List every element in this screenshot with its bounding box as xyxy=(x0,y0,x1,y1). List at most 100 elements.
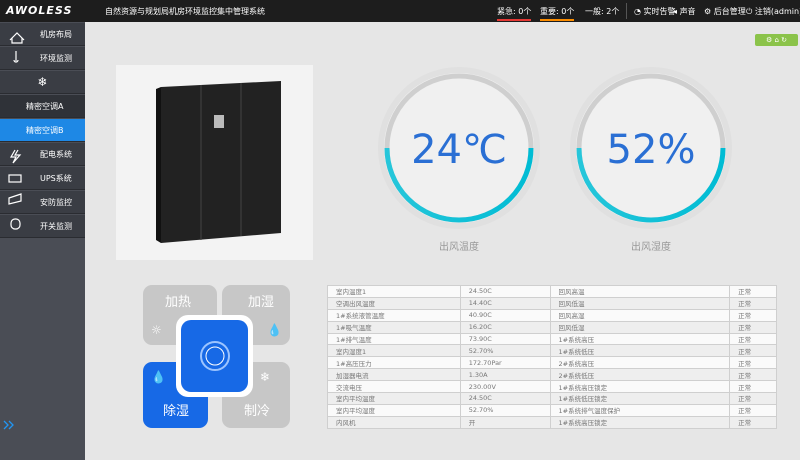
center-frame xyxy=(176,315,253,397)
alert-urgent[interactable]: 紧急: 0个 xyxy=(497,6,532,21)
nav-icons xyxy=(8,32,25,230)
table-row: 空调出风温度 14.40C 回风低温 正常 xyxy=(327,296,777,310)
toolbar-buttons[interactable]: ⚙ ⌂ ↻ xyxy=(755,34,798,46)
admin-button[interactable]: ⚙ 后台管理 xyxy=(704,7,746,16)
gauge: 24℃ 出风温度 xyxy=(378,67,540,253)
cabinet-drawing xyxy=(156,81,281,243)
table-cell: 内风机 xyxy=(327,415,461,429)
table-cell: 230.00V xyxy=(459,380,551,394)
logo: AWOLESS xyxy=(6,4,73,17)
separator xyxy=(626,3,627,19)
table-cell: 回风低温 xyxy=(549,296,731,310)
realtime-alarm-button[interactable]: ◔ 实时告警 xyxy=(634,7,676,16)
alert-count: 0个 xyxy=(561,7,575,16)
sound-button[interactable]: ◂ 声音 xyxy=(673,7,696,16)
table-cell: 16.20C xyxy=(459,320,551,334)
table-cell: 正常 xyxy=(729,332,777,346)
table-cell: 1.30A xyxy=(459,368,551,382)
table-cell: 52.70% xyxy=(459,344,551,358)
table-cell: 正常 xyxy=(729,356,777,370)
table-cell: 1#系统液管温度 xyxy=(327,308,461,322)
gauges: 24℃ 出风温度 52% 出风湿度 xyxy=(378,67,732,253)
table-cell: 1#系统高压 xyxy=(549,332,731,346)
hvac-icon: ❄ xyxy=(0,71,85,94)
nav-item[interactable]: UPS系统 xyxy=(0,167,85,190)
status-table: 室内温度1 24.50C 回风高温 正常 空调出风温度 14.40C 回风低温 正常 1#系统液… xyxy=(327,285,777,429)
table-cell: 73.90C xyxy=(459,332,551,346)
table-cell: 52.70% xyxy=(459,403,551,417)
table-row: 室内平均温度 24.50C 1#系统低压锁定 正常 xyxy=(327,392,777,405)
button-label: 后台管理 xyxy=(713,7,746,16)
alert-normal[interactable]: 一般: 2个 xyxy=(585,6,619,17)
table-cell: 正常 xyxy=(729,380,777,394)
button-label: 加热 xyxy=(165,295,192,310)
table-cell: 1#系统低压锁定 xyxy=(549,392,731,405)
power-button[interactable] xyxy=(181,320,248,392)
gauge-label: 出风温度 xyxy=(439,240,479,253)
table-cell: 加湿器电流 xyxy=(327,368,461,382)
table-row: 1#高压压力 172.70Par 2#系统高压 正常 xyxy=(327,356,777,370)
table-cell: 回风高湿 xyxy=(549,308,731,322)
button-label: 实时告警 xyxy=(643,7,676,16)
gauge-value: 24℃ xyxy=(411,127,507,173)
button-label: 制冷 xyxy=(244,404,271,419)
table-cell: 正常 xyxy=(729,308,777,322)
table-cell: 172.70Par xyxy=(459,356,551,370)
table-cell: 1#排气温度 xyxy=(327,332,461,346)
table-cell: 室内平均温度 xyxy=(327,392,461,405)
table-cell: 正常 xyxy=(729,392,777,405)
table-cell: 正常 xyxy=(729,344,777,358)
logout-button[interactable]: ⏻ 注销(admin) xyxy=(746,6,800,17)
control-pad: 加热 ☼ 加湿 💧 除湿 💧 制冷 ❄ xyxy=(140,282,295,432)
expand-sidebar[interactable] xyxy=(3,420,15,430)
table-cell: 1#系统高压锁定 xyxy=(549,380,731,394)
button-label: 注销(admin) xyxy=(754,7,800,16)
table-cell: 回风高温 xyxy=(549,285,731,298)
table-row: 交流电压 230.00V 1#系统高压锁定 正常 xyxy=(327,380,777,394)
nav-item[interactable]: 开关监测 xyxy=(0,215,85,238)
nav-item[interactable]: 机房布局 xyxy=(0,23,85,46)
sidebar: 机房布局 环境监测 ❄ 精密空调A 精密空调B 配电系统 UPS系统 安防监控 … xyxy=(0,22,85,460)
table-cell: 1#系统排气温度保护 xyxy=(549,403,731,417)
alert-count: 0个 xyxy=(518,7,532,16)
table-cell: 2#系统高压 xyxy=(549,356,731,370)
device-image xyxy=(116,65,313,260)
alert-label: 紧急: xyxy=(497,7,516,16)
table-cell: 24.50C xyxy=(459,285,551,298)
table-cell: 1#系统高压锁定 xyxy=(549,415,731,429)
power-icon xyxy=(200,341,230,371)
table-cell: 正常 xyxy=(729,368,777,382)
alert-label: 一般: xyxy=(585,7,604,16)
nav-item[interactable]: 环境监测 xyxy=(0,47,85,70)
button-label: 声音 xyxy=(679,7,696,16)
nav-subitem-active[interactable]: 精密空调B xyxy=(0,119,85,142)
gauge-label: 出风湿度 xyxy=(631,240,671,253)
table-cell: 室内平均湿度 xyxy=(327,403,461,417)
table-cell: 1#系统低压 xyxy=(549,344,731,358)
nav-item[interactable]: 配电系统 xyxy=(0,143,85,166)
nav-subitem[interactable]: 精密空调A xyxy=(0,95,85,118)
table-cell: 14.40C xyxy=(459,296,551,310)
button-label: 加湿 xyxy=(248,295,275,310)
table-cell: 1#吸气温度 xyxy=(327,320,461,334)
alert-major[interactable]: 重要: 0个 xyxy=(540,6,575,21)
table-cell: 40.90C xyxy=(459,308,551,322)
table-cell: 正常 xyxy=(729,403,777,417)
table-row: 室内湿度1 52.70% 1#系统低压 正常 xyxy=(327,344,777,358)
table-row: 1#排气温度 73.90C 1#系统高压 正常 xyxy=(327,332,777,346)
gauge-value: 52% xyxy=(607,127,696,173)
table-cell: 空调出风温度 xyxy=(327,296,461,310)
table-cell: 开 xyxy=(459,415,551,429)
header: AWOLESS 自然资源与规划局机房环境监控集中管理系统 紧急: 0个 重要: … xyxy=(0,0,800,22)
table-cell: 正常 xyxy=(729,320,777,334)
table-row: 加湿器电流 1.30A 2#系统低压 正常 xyxy=(327,368,777,382)
button-label: 除湿 xyxy=(163,404,190,419)
table-cell: 正常 xyxy=(729,296,777,310)
table-row: 内风机开 1#系统高压锁定 正常 xyxy=(327,415,777,429)
table-cell: 2#系统低压 xyxy=(549,368,731,382)
table-cell: 1#高压压力 xyxy=(327,356,461,370)
table-cell: 正常 xyxy=(729,285,777,298)
table-cell: 室内温度1 xyxy=(327,285,461,298)
